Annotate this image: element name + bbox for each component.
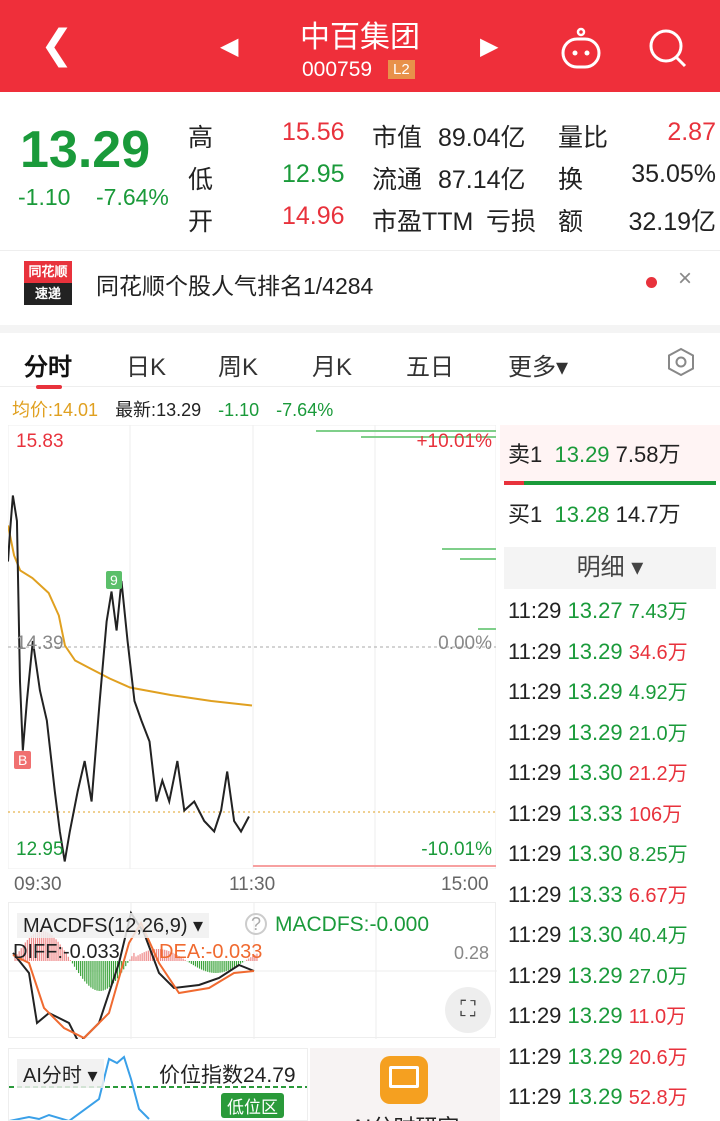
quote-v3-2: 32.19亿: [628, 208, 716, 236]
up-limit-pct: +10.01%: [416, 431, 492, 452]
trade-row: 11:29 13.29 20.6万: [508, 1043, 688, 1069]
quote-v1-0: 15.56: [282, 118, 345, 146]
ai-panel: AI分时 ▾ 价位指数24.79 低位区: [8, 1048, 308, 1121]
sell1-row[interactable]: 卖1 13.29 7.58万: [508, 442, 681, 467]
unread-dot: [646, 277, 657, 288]
buy1-row[interactable]: 买1 13.28 14.7万: [508, 502, 681, 527]
diff-value: DIFF:-0.033: [13, 941, 120, 963]
quote-l3-1: 换: [558, 166, 584, 194]
detail-selector[interactable]: 明细 ▾: [504, 547, 716, 589]
stock-name: 中百集团: [300, 21, 420, 54]
trade-row: 11:29 13.30 21.2万: [508, 760, 688, 785]
tab-2[interactable]: 周K: [218, 354, 259, 381]
quote-v3-1: 35.05%: [631, 160, 716, 188]
down-limit-pct: -10.01%: [421, 839, 492, 860]
dea-value: DEA:-0.033: [159, 941, 263, 963]
ai-research-card[interactable]: AI分时研究: [310, 1048, 500, 1121]
trade-row: 11:29 13.29 34.6万: [508, 638, 688, 664]
signal-marker[interactable]: 9: [106, 571, 122, 589]
trade-row: 11:29 13.27 7.43万: [508, 598, 688, 623]
search-icon[interactable]: [645, 26, 691, 72]
trade-row: 11:29 13.30 8.25万: [508, 841, 688, 866]
dea-line: [12, 920, 255, 1039]
zero-pct: 0.00%: [438, 633, 492, 654]
high-label: 15.83: [16, 431, 64, 452]
buy-marker[interactable]: B: [14, 751, 32, 769]
trade-row: 11:29 13.30 40.4万: [508, 922, 688, 947]
stock-code: 000759: [302, 58, 373, 81]
low-label: 12.95: [16, 839, 64, 860]
header: ❮ ◀ 中百集团 000759 L2 ▶: [0, 0, 720, 92]
trade-row: 11:29 13.29 21.0万: [508, 719, 688, 745]
latest-price: 最新:13.29: [115, 400, 202, 420]
close-icon[interactable]: ×: [678, 265, 693, 292]
news-text: 同花顺个股人气排名1/4284: [96, 273, 374, 299]
quote-l2-1: 流通: [372, 166, 423, 194]
quote-v1-1: 12.95: [282, 160, 345, 188]
info-pct: -7.64%: [276, 400, 334, 420]
quote-l2-0: 市值: [372, 124, 423, 152]
avg-price-line: [8, 525, 253, 707]
info-change: -1.10: [218, 400, 260, 420]
trade-row: 11:29 13.29 52.8万: [508, 1084, 688, 1109]
avg-price: 均价:14.01: [12, 400, 99, 420]
chart-info: 均价:14.01 最新:13.29 -1.10 -7.64%: [12, 396, 333, 422]
trade-row: 11:29 13.29 27.0万: [508, 962, 688, 988]
news-banner[interactable]: 同花顺 速递 同花顺个股人气排名1/4284 ×: [0, 250, 720, 316]
quote-panel: 13.29 -1.10 -7.64% 高 15.56 市值 89.04亿 量比 2.87 低…: [0, 92, 720, 242]
price-index: 价位指数24.79: [159, 1064, 296, 1087]
macd-max: 0.28: [453, 943, 489, 963]
time-mid: 11:30: [229, 874, 276, 895]
quote-v3-0: 2.87: [667, 118, 716, 146]
price-change-pct: -7.64%: [96, 184, 169, 210]
diff-line: [12, 910, 255, 1039]
tab-5[interactable]: 更多▾: [508, 354, 569, 381]
chart-tabs: 分时 日K 周K 月K 五日 更多▾: [0, 325, 720, 389]
intraday-chart[interactable]: 15.83 +10.01% 14.39 0.00% 12.95 -10.01% …: [8, 425, 496, 869]
time-start: 09:30: [14, 874, 62, 895]
active-tab-indicator: [36, 385, 62, 389]
robot-icon[interactable]: [558, 26, 604, 72]
macd-selector[interactable]: MACDFS(12,26,9) ▾: [17, 913, 210, 938]
current-price: 13.29: [20, 121, 151, 179]
fullscreen-icon[interactable]: ⛶: [445, 987, 491, 1033]
quote-l2-2: 市盈TTM: [372, 208, 474, 236]
ai-research-label: AI分时研究: [310, 1110, 500, 1121]
quote-l1-1: 低: [188, 166, 214, 194]
ai-selector[interactable]: AI分时 ▾: [17, 1059, 104, 1088]
trade-row: 11:29 13.29 4.92万: [508, 679, 688, 704]
macd-panel: MACDFS(12,26,9) ▾ ? MACDFS:-0.000 0.28 D…: [8, 902, 497, 1039]
tab-3[interactable]: 月K: [312, 354, 353, 381]
quote-l3-0: 量比: [558, 124, 609, 152]
next-stock-icon[interactable]: ▶: [480, 33, 499, 60]
prev-stock-icon[interactable]: ◀: [220, 33, 239, 60]
tab-4[interactable]: 五日: [406, 354, 454, 381]
preclose-label: 14.39: [16, 633, 64, 654]
trade-row: 11:29 13.33 6.67万: [508, 881, 688, 907]
time-end: 15:00: [441, 874, 489, 895]
price-line: [8, 495, 250, 862]
ths-logo: 同花顺 速递: [24, 261, 72, 307]
quote-l3-2: 额: [558, 208, 584, 236]
quote-l1-2: 开: [188, 208, 214, 236]
monitor-icon: [380, 1056, 428, 1104]
quote-l1-0: 高: [188, 124, 214, 152]
back-icon[interactable]: ❮: [40, 23, 74, 67]
quote-v2-2: 亏损: [486, 208, 537, 236]
quote-v2-1: 87.14亿: [438, 166, 526, 194]
tab-1[interactable]: 日K: [126, 354, 167, 381]
tab-0[interactable]: 分时: [24, 354, 72, 381]
level2-badge: L2: [388, 60, 415, 79]
price-change: -1.10: [18, 184, 71, 210]
macd-value: MACDFS:-0.000: [275, 913, 430, 936]
settings-icon[interactable]: [666, 347, 696, 377]
help-icon[interactable]: ?: [245, 913, 267, 935]
trade-row: 11:29 13.33 106万: [508, 800, 683, 826]
trade-row: 11:29 13.29 11.0万: [508, 1003, 687, 1028]
zone-badge: 低位区: [221, 1093, 284, 1118]
quote-v1-2: 14.96: [282, 202, 345, 230]
quote-v2-0: 89.04亿: [438, 124, 526, 152]
